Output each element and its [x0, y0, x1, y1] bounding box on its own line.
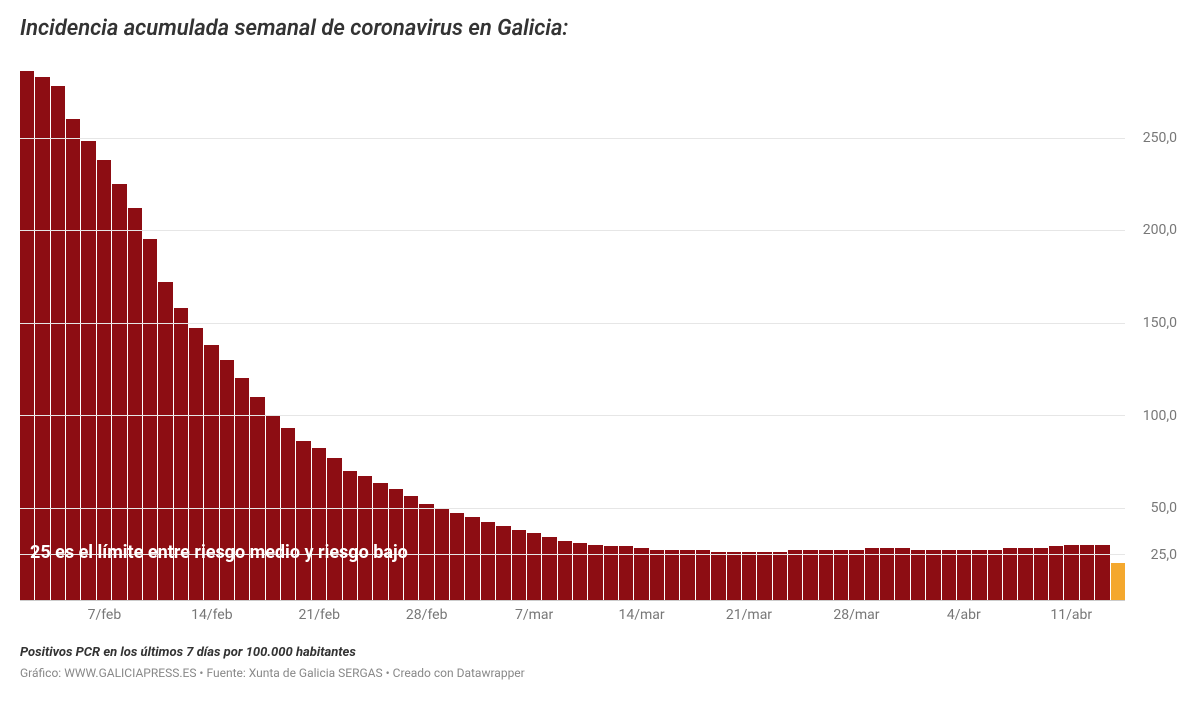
bar	[865, 548, 879, 600]
bar	[972, 550, 986, 600]
bar	[911, 550, 925, 600]
bar	[742, 552, 756, 600]
gridline	[20, 138, 1125, 139]
chart-credits: Gráfico: WWW.GALICIAPRESS.ES • Fuente: X…	[20, 666, 1179, 680]
gridline	[20, 415, 1125, 416]
bar	[773, 552, 787, 600]
x-axis-label: 28/feb	[406, 607, 448, 623]
bar	[895, 548, 909, 600]
bar	[803, 550, 817, 600]
y-axis: 25,0 50,0 100,0 150,0 200,0 250,0	[1125, 71, 1179, 601]
bar	[512, 530, 526, 600]
bar	[1111, 563, 1125, 600]
bar	[665, 550, 679, 600]
bar	[942, 550, 956, 600]
x-axis-label: 7/feb	[88, 607, 122, 623]
gridline	[20, 323, 1125, 324]
bar	[527, 533, 541, 600]
y-axis-label: 100,0	[1129, 408, 1179, 424]
gridline	[20, 508, 1125, 509]
bar	[312, 448, 326, 600]
bar	[481, 522, 495, 600]
bar	[957, 550, 971, 600]
y-axis-label: 200,0	[1129, 222, 1179, 238]
bar	[220, 360, 234, 600]
bar	[1018, 548, 1032, 600]
bar	[757, 552, 771, 600]
y-axis-label: 150,0	[1129, 315, 1179, 331]
bar	[250, 397, 264, 600]
bar	[880, 548, 894, 600]
x-axis-label: 14/feb	[191, 607, 233, 623]
bar	[281, 428, 295, 600]
y-axis-label: 50,0	[1129, 500, 1179, 516]
y-axis-label: 250,0	[1129, 130, 1179, 146]
plot-area: 25 es el límite entre riesgo medio y rie…	[20, 71, 1125, 601]
bar	[51, 86, 65, 600]
threshold-annotation: 25 es el límite entre riesgo medio y rie…	[30, 542, 408, 563]
x-axis-label: 21/mar	[726, 607, 772, 623]
x-axis-label: 7/mar	[515, 607, 553, 623]
bar	[834, 550, 848, 600]
bar	[419, 504, 433, 600]
bar	[97, 160, 111, 600]
bar	[650, 550, 664, 600]
bar	[112, 184, 126, 600]
x-axis-label: 11/abr	[1050, 607, 1092, 623]
bar	[35, 77, 49, 600]
bar	[696, 550, 710, 600]
bar	[296, 441, 310, 600]
x-axis-label: 4/abr	[947, 607, 981, 623]
bar	[1034, 548, 1048, 600]
x-axis-label: 28/mar	[833, 607, 879, 623]
bar	[788, 550, 802, 600]
chart-container: 25 es el límite entre riesgo medio y rie…	[20, 71, 1179, 631]
bar	[343, 471, 357, 600]
bar	[711, 552, 725, 600]
bar	[1003, 548, 1017, 600]
bar	[20, 71, 34, 600]
bar	[327, 458, 341, 600]
bar	[558, 541, 572, 600]
bar	[680, 550, 694, 600]
chart-title: Incidencia acumulada semanal de coronavi…	[20, 16, 1179, 41]
bar	[542, 537, 556, 600]
bar	[573, 543, 587, 600]
bar	[358, 476, 372, 600]
x-axis: 7/feb 14/feb 21/feb 28/feb 7/mar 14/mar 21/mar…	[20, 601, 1125, 631]
bar	[727, 552, 741, 600]
bars-group	[20, 71, 1125, 600]
bar	[66, 119, 80, 600]
bar	[496, 526, 510, 600]
bar	[926, 550, 940, 600]
bar	[849, 550, 863, 600]
x-axis-label: 14/mar	[618, 607, 664, 623]
gridline	[20, 230, 1125, 231]
bar	[819, 550, 833, 600]
chart-subtitle: Positivos PCR en los últimos 7 días por …	[20, 645, 1179, 660]
bar	[465, 517, 479, 600]
x-axis-label: 21/feb	[299, 607, 341, 623]
bar	[634, 548, 648, 600]
y-axis-label: 25,0	[1129, 547, 1179, 563]
bar	[81, 141, 95, 600]
bar	[235, 378, 249, 600]
bar	[988, 550, 1002, 600]
bar	[450, 513, 464, 600]
